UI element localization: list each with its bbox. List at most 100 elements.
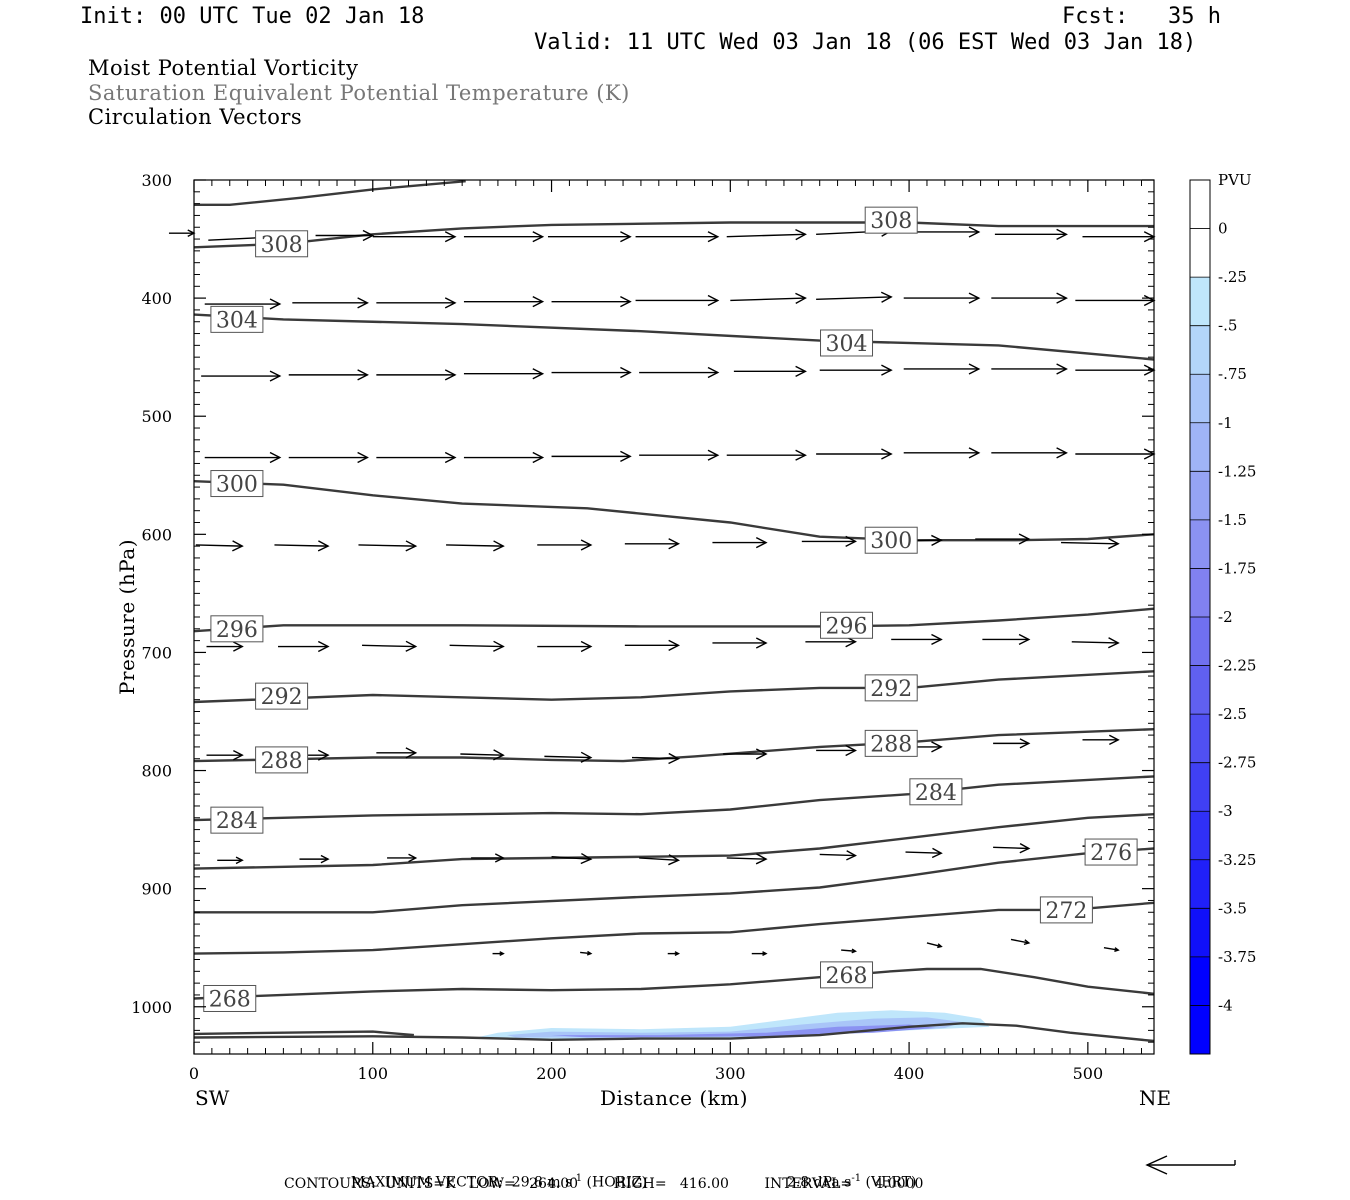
- circulation-vector: [446, 540, 505, 552]
- circulation-vector: [471, 853, 505, 863]
- circulation-vector: [903, 292, 981, 304]
- circulation-vector: [362, 640, 418, 652]
- circulation-vector: [635, 294, 720, 307]
- contour-label: 284: [216, 809, 258, 834]
- reference-vector-arrow: [1145, 1155, 1236, 1175]
- circulation-vector: [537, 640, 593, 653]
- x-end-label-sw: SW: [195, 1086, 230, 1110]
- mpv-shading-layer: [476, 1010, 990, 1039]
- colorbar-unit: PVU: [1218, 171, 1252, 189]
- contour-label-box: [864, 526, 918, 554]
- circulation-vector: [926, 942, 943, 949]
- y-tick-label: 500: [141, 407, 172, 426]
- y-tick-label: 1000: [131, 998, 172, 1017]
- circulation-vector: [801, 535, 857, 548]
- circulation-vector: [819, 364, 893, 376]
- colorbar-label: -.75: [1218, 365, 1247, 383]
- circulation-vector: [982, 633, 1031, 646]
- circulation-vector: [991, 447, 1068, 459]
- contour-label: 292: [870, 677, 912, 702]
- colorbar-label: -3.25: [1218, 851, 1256, 869]
- contour-label: 296: [826, 614, 868, 639]
- circulation-vector: [206, 641, 244, 652]
- colorbar-label: -2.25: [1218, 657, 1256, 675]
- colorbar-swatch: [1190, 859, 1210, 909]
- circulation-vector: [635, 231, 720, 243]
- colorbar-swatch: [1190, 519, 1210, 569]
- contour-label-box: [255, 230, 309, 258]
- contour-line-304: [193, 313, 1155, 361]
- colorbar-swatch: [1190, 714, 1210, 764]
- circulation-vector: [580, 950, 593, 956]
- circulation-vector: [1075, 294, 1156, 307]
- circulation-vector: [278, 640, 330, 653]
- colorbar-swatch: [1190, 665, 1210, 715]
- colorbar-label: -3.75: [1218, 948, 1256, 966]
- circulation-vector: [376, 297, 457, 309]
- circulation-vector: [903, 363, 981, 375]
- contour-line-300: [193, 480, 1155, 542]
- circulation-vector: [639, 366, 720, 379]
- contour-label: 308: [261, 233, 303, 258]
- contour-label-box: [1039, 896, 1093, 924]
- contour-line-284: [193, 775, 1155, 822]
- contour-info: CONTOURS: UNITS=K LOW= 264.00 HIGH= 416.…: [284, 1176, 924, 1192]
- contour-label-box: [820, 329, 874, 357]
- circulation-vector: [712, 637, 768, 649]
- contour-label: 304: [826, 332, 868, 357]
- colorbar-swatch: [1190, 568, 1210, 618]
- circulation-vector: [1075, 364, 1156, 376]
- contour-label-box: [864, 674, 918, 702]
- circulation-vector: [274, 540, 330, 552]
- circulation-vector: [712, 536, 768, 549]
- circulation-vector: [460, 749, 505, 761]
- colorbar-swatch: [1190, 374, 1210, 424]
- contour-label-box: [255, 746, 309, 774]
- contour-line-312: [194, 180, 466, 206]
- circulation-vectors: [168, 225, 1156, 957]
- axes: 300 400 500 600 700 800 900 1000 0 100 200 300 400 50…: [131, 171, 1154, 1083]
- x-tick-label: 100: [357, 1064, 388, 1083]
- init-time: Init: 00 UTC Tue 02 Jan 18: [80, 4, 425, 29]
- circulation-vector: [551, 296, 632, 308]
- contour-label: 284: [915, 781, 957, 806]
- colorbar-swatch: [1190, 325, 1210, 375]
- circulation-vector: [994, 228, 1068, 240]
- contour-label: 272: [1045, 899, 1087, 924]
- contour-label: 300: [216, 473, 258, 498]
- contour-label: 292: [261, 685, 303, 710]
- contour-label-box: [210, 806, 264, 834]
- contour-label-box: [210, 470, 264, 498]
- contour-label-box: [820, 611, 874, 639]
- circulation-vector: [204, 451, 282, 464]
- circulation-vector: [733, 365, 807, 377]
- circulation-vector: [463, 451, 545, 464]
- colorbar-swatch: [1190, 956, 1210, 1006]
- circulation-vector: [299, 854, 330, 864]
- circulation-vector: [726, 228, 807, 241]
- circulation-vector: [991, 363, 1068, 375]
- x-tick-label: 0: [189, 1064, 199, 1083]
- y-tick-label: 400: [141, 289, 172, 308]
- circulation-vector: [551, 366, 632, 379]
- colorbar-label: -1.25: [1218, 462, 1256, 480]
- contour-line-296: [193, 607, 1155, 633]
- colorbar-label: -1: [1218, 414, 1233, 432]
- circulation-vector: [726, 449, 807, 461]
- circulation-vector: [288, 369, 369, 381]
- circulation-vector: [206, 750, 244, 761]
- y-tick-label: 300: [141, 171, 172, 190]
- contour-line-268: [193, 967, 1155, 1000]
- forecast-hour: Fcst: 35 h: [1062, 4, 1221, 29]
- circulation-vector: [624, 639, 681, 651]
- circulation-vector: [891, 633, 943, 646]
- circulation-vector: [463, 231, 545, 243]
- colorbar-swatch: [1190, 908, 1210, 958]
- circulation-vector: [991, 292, 1068, 304]
- circulation-vector: [993, 843, 1031, 854]
- colorbar-swatch: [1190, 180, 1210, 230]
- contour-label: 300: [870, 529, 912, 554]
- y-tick-label: 900: [141, 880, 172, 899]
- circulation-vector: [387, 853, 418, 863]
- y-tick-label: 700: [141, 643, 172, 662]
